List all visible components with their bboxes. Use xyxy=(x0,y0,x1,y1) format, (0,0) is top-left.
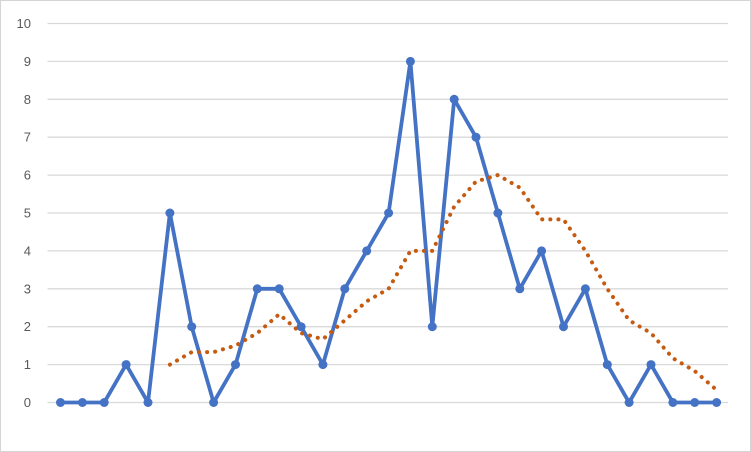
data-point-marker xyxy=(537,246,547,256)
data-point-marker xyxy=(165,208,175,218)
y-axis-tick-label: 10 xyxy=(17,16,31,31)
data-point-marker xyxy=(362,246,372,256)
data-point-marker xyxy=(690,398,700,407)
data-point-marker xyxy=(580,284,590,294)
y-axis-tick-label: 0 xyxy=(24,395,31,410)
data-point-marker xyxy=(99,398,109,407)
data-point-marker xyxy=(384,208,394,218)
data-point-marker xyxy=(493,208,503,218)
data-point-marker xyxy=(121,360,131,370)
data-point-marker xyxy=(449,94,459,104)
y-axis-tick-label: 8 xyxy=(24,92,31,107)
y-axis-tick-label: 3 xyxy=(24,281,31,296)
y-axis-tick-label: 9 xyxy=(24,54,31,69)
series-blue-data-line xyxy=(58,59,719,405)
data-point-marker xyxy=(209,398,219,407)
data-point-marker xyxy=(340,284,350,294)
data-point-marker xyxy=(624,398,634,407)
y-axis-tick-label: 2 xyxy=(24,319,31,334)
data-point-marker xyxy=(143,398,153,407)
data-point-marker xyxy=(712,398,722,407)
data-point-marker xyxy=(187,322,197,332)
y-axis-tick-label: 1 xyxy=(24,357,31,372)
data-point-marker xyxy=(405,56,415,66)
y-axis-tick-label: 7 xyxy=(24,130,31,145)
y-axis-tick-label: 4 xyxy=(24,243,31,258)
data-point-marker xyxy=(296,322,306,332)
series-orange-dotted-moving-average xyxy=(167,173,719,392)
y-axis-tick-label: 6 xyxy=(24,168,31,183)
data-point-marker xyxy=(318,360,328,370)
data-point-marker xyxy=(668,398,678,407)
data-point-marker xyxy=(252,284,262,294)
data-point-marker xyxy=(274,284,284,294)
data-point-marker xyxy=(515,284,525,294)
data-point-marker xyxy=(646,360,656,370)
data-point-marker xyxy=(471,132,481,142)
data-point-marker xyxy=(231,360,240,370)
data-point-marker xyxy=(77,398,87,407)
data-point-marker xyxy=(602,360,612,370)
data-point-marker xyxy=(427,322,437,332)
data-point-marker xyxy=(56,398,65,407)
y-axis-tick-label: 5 xyxy=(24,206,31,221)
data-point-marker xyxy=(559,322,568,332)
